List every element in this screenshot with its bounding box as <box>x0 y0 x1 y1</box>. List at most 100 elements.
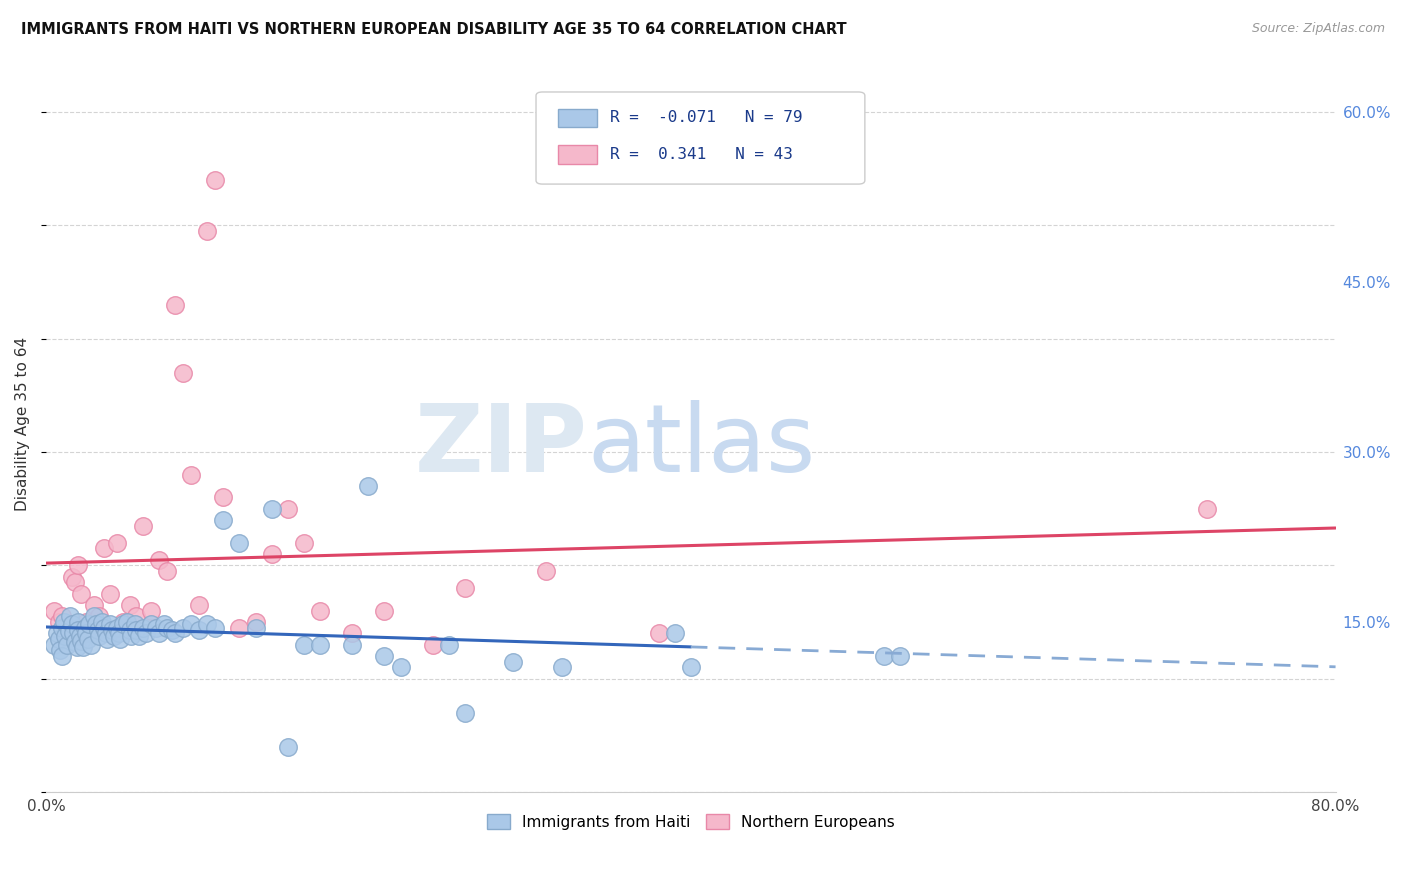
Point <box>48 632 70 646</box>
Point <box>93 621 115 635</box>
Point <box>75 615 97 629</box>
Point <box>172 621 194 635</box>
Point <box>69 628 91 642</box>
Text: R =  -0.071   N = 79: R = -0.071 N = 79 <box>610 111 801 125</box>
Point <box>1195 501 1218 516</box>
Text: atlas: atlas <box>588 400 815 491</box>
Legend: Immigrants from Haiti, Northern Europeans: Immigrants from Haiti, Northern European… <box>481 807 901 836</box>
Point <box>309 604 332 618</box>
Point <box>454 706 477 720</box>
Point <box>172 366 194 380</box>
Point <box>52 615 75 629</box>
Point <box>139 617 162 632</box>
Point <box>156 621 179 635</box>
Point <box>422 638 444 652</box>
Point <box>86 623 108 637</box>
Point <box>124 617 146 632</box>
Y-axis label: Disability Age 35 to 64: Disability Age 35 to 64 <box>15 336 30 510</box>
Point <box>125 609 148 624</box>
Point <box>277 501 299 516</box>
Point <box>108 632 131 646</box>
Point <box>77 632 100 646</box>
Point <box>49 643 72 657</box>
Point <box>53 628 76 642</box>
Point <box>59 609 82 624</box>
Point <box>163 626 186 640</box>
Point <box>889 648 911 663</box>
Point <box>131 518 153 533</box>
Point <box>58 626 80 640</box>
Point <box>67 615 90 629</box>
Point <box>148 626 170 640</box>
Point <box>502 655 524 669</box>
Point <box>180 467 202 482</box>
Point <box>212 513 235 527</box>
Point <box>204 173 226 187</box>
Point <box>70 586 93 600</box>
FancyBboxPatch shape <box>536 92 865 184</box>
Text: Source: ZipAtlas.com: Source: ZipAtlas.com <box>1251 22 1385 36</box>
Point <box>105 535 128 549</box>
Point <box>58 624 80 638</box>
Point <box>65 640 87 654</box>
Point <box>188 598 211 612</box>
Point <box>72 640 94 654</box>
Point <box>105 621 128 635</box>
Point <box>551 660 574 674</box>
Point <box>63 575 86 590</box>
Text: IMMIGRANTS FROM HAITI VS NORTHERN EUROPEAN DISABILITY AGE 35 TO 64 CORRELATION C: IMMIGRANTS FROM HAITI VS NORTHERN EUROPE… <box>21 22 846 37</box>
Point <box>120 628 142 642</box>
Point <box>534 564 557 578</box>
Text: ZIP: ZIP <box>415 400 588 491</box>
Point <box>83 609 105 624</box>
Point <box>342 638 364 652</box>
Point <box>260 501 283 516</box>
Point <box>292 535 315 549</box>
Point <box>873 648 896 663</box>
Point <box>679 660 702 674</box>
Point <box>89 628 111 642</box>
Point <box>664 626 686 640</box>
Point <box>118 623 141 637</box>
Point <box>228 535 250 549</box>
Point <box>292 638 315 652</box>
Point <box>51 609 73 624</box>
Point <box>80 638 103 652</box>
Point <box>373 604 395 618</box>
Point <box>131 621 153 635</box>
Point <box>139 604 162 618</box>
Point <box>115 615 138 629</box>
Point <box>93 541 115 556</box>
Point <box>647 626 669 640</box>
Point <box>277 739 299 754</box>
Point <box>94 626 117 640</box>
Point <box>125 623 148 637</box>
Point <box>357 479 380 493</box>
Point <box>67 558 90 573</box>
Point <box>195 224 218 238</box>
Point <box>342 626 364 640</box>
Point <box>67 623 90 637</box>
Point <box>389 660 412 674</box>
Point <box>84 617 107 632</box>
Point <box>63 635 86 649</box>
Point <box>75 626 97 640</box>
Point <box>135 626 157 640</box>
Point <box>228 621 250 635</box>
Point <box>212 490 235 504</box>
Point <box>309 638 332 652</box>
Point <box>112 617 135 632</box>
Point <box>454 581 477 595</box>
Point <box>91 615 114 629</box>
Point <box>51 621 73 635</box>
Point <box>163 297 186 311</box>
Point <box>73 621 96 635</box>
Point <box>62 626 84 640</box>
Point <box>51 648 73 663</box>
Point <box>188 623 211 637</box>
Point <box>103 628 125 642</box>
Point <box>180 617 202 632</box>
Point <box>46 626 69 640</box>
Point <box>145 621 167 635</box>
Point <box>128 628 150 642</box>
